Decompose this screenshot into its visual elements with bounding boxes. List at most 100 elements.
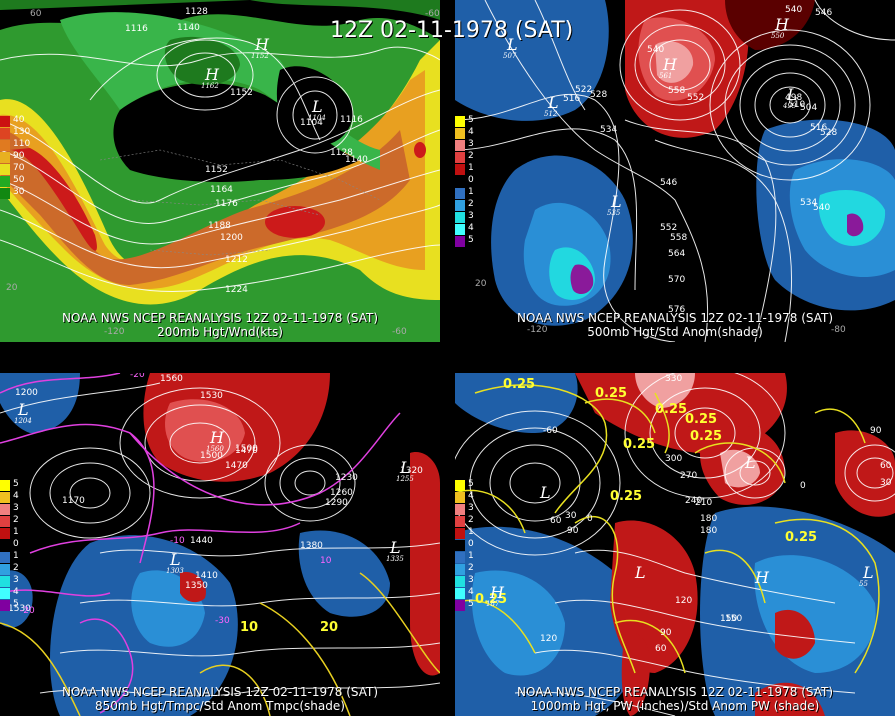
contour-label: 516 (810, 123, 827, 133)
legend-label: 3 (13, 503, 19, 513)
legend-label: 4 (13, 491, 19, 501)
contour-label: 1116 (340, 115, 363, 125)
legend-label: 2 (468, 199, 474, 209)
legend-label: 70 (13, 163, 25, 173)
legend-swatch: 4 (0, 587, 19, 599)
legend-swatch: 0 (455, 539, 474, 551)
center-value: 187 (486, 600, 500, 608)
contour-label: 552 (660, 223, 677, 233)
legend-label: 1 (468, 163, 474, 173)
legend-swatch: 3 (455, 575, 474, 587)
legend-swatch: 5 (455, 115, 474, 127)
contour-label: 1140 (177, 23, 200, 33)
legend-label: 50 (13, 175, 25, 185)
lon-label: -120 (104, 327, 125, 337)
isotherm-label: 20 (320, 620, 338, 635)
contour-label: 60 (550, 516, 562, 526)
contour-label: 1500 (235, 444, 258, 454)
center-value: 499 (782, 102, 797, 110)
pw-label: 0.25 (475, 592, 507, 607)
panel-850mb: 1200 1560 1530 1500 1470 1440 1410 1380 1350 1320… (0, 373, 440, 716)
legend-label: 110 (13, 139, 31, 149)
center-low-letter: L (311, 97, 323, 116)
legend-label: 5 (13, 479, 19, 489)
contour-label: 0 (800, 481, 806, 491)
legend-label: 4 (13, 587, 19, 597)
pw-label: 0.25 (595, 386, 627, 401)
legend-500mb: 5 4 3 2 1 0 1 2 3 4 5 (455, 115, 474, 248)
legend-swatch: 4 (455, 223, 474, 235)
legend-label: 3 (13, 575, 19, 585)
legend-swatch: 4 (455, 491, 474, 503)
contour-label: 1188 (208, 221, 231, 231)
temp-label: -30 (215, 616, 230, 626)
center-value: 1560 (206, 445, 224, 453)
panel-200mb: 1128 1116 1140 1152 1104 1116 1128 1140 1152 1164… (0, 0, 440, 342)
legend-label: 0 (468, 539, 474, 549)
pw-label: 0.25 (785, 530, 817, 545)
legend-label: 2 (468, 151, 474, 161)
main-title: 12Z 02-11-1978 (SAT) (330, 18, 574, 43)
center-low-letter: L (17, 400, 29, 419)
contour-label: 60 (655, 644, 667, 654)
contour-label: 0 (587, 514, 593, 524)
legend-label: 4 (468, 491, 474, 501)
legend-swatch: 0 (455, 175, 474, 187)
contour-label: 150 (720, 614, 737, 624)
legend-swatch: 1 (0, 527, 19, 539)
lon-label: -60 (425, 9, 440, 19)
contour-label: 540 (785, 5, 802, 15)
legend-swatch: 4 (455, 127, 474, 139)
contour-label: 1116 (125, 24, 148, 34)
center-value: 1255 (396, 475, 414, 483)
contour-label: 564 (668, 249, 685, 259)
legend-1000mb: 5 4 3 2 1 0 1 2 3 4 5 (455, 479, 474, 612)
legend-swatch: 1 (455, 527, 474, 539)
center-low-letter: L (399, 458, 411, 477)
legend-label: 30 (13, 187, 25, 197)
contour-label: 1410 (195, 571, 218, 581)
contour-label: 90 (870, 426, 882, 436)
pw-label: 0.25 (503, 377, 535, 392)
legend-swatch: 3 (0, 575, 19, 587)
legend-label: 2 (468, 563, 474, 573)
center-high-letter: H (754, 568, 770, 587)
legend-swatch: 30 (0, 187, 24, 199)
contour-label: 540 (813, 203, 830, 213)
lon-label: -60 (392, 327, 407, 337)
contour-label: 1176 (215, 199, 238, 209)
pw-label: 0.25 (655, 402, 687, 417)
center-value: 561 (659, 72, 672, 80)
contour-label: 534 (800, 198, 817, 208)
legend-label: 1 (468, 551, 474, 561)
legend-label: 130 (13, 127, 31, 137)
contour-label: 504 (800, 103, 817, 113)
contour-label: -60 (543, 426, 558, 436)
legend-swatch: 50 (0, 175, 24, 187)
lon-label: 20 (475, 279, 487, 289)
contour-label: 1260 (330, 488, 353, 498)
legend-label: 5 (13, 599, 19, 609)
legend-label: 4 (468, 127, 474, 137)
center-high-letter: H (254, 35, 270, 54)
lon-label: 20 (6, 283, 18, 293)
caption-reanalysis: NOAA NWS NCEP REANALYSIS 12Z 02-11-1978 … (61, 311, 379, 325)
contour-label: 300 (665, 454, 682, 464)
contour-label: 1164 (210, 185, 233, 195)
contour-label: 1170 (62, 496, 85, 506)
center-value: 1204 (14, 417, 32, 425)
legend-swatch: 4 (455, 587, 474, 599)
contour-label: 1530 (200, 391, 223, 401)
center-low-letter: L (862, 563, 874, 582)
temp-label: -20 (130, 373, 145, 380)
contour-label: 90 (660, 628, 672, 638)
contour-label: 546 (660, 178, 677, 188)
contour-label: 1560 (160, 374, 183, 384)
legend-label: 2 (13, 515, 19, 525)
legend-swatch: 2 (0, 563, 19, 575)
legend-label: 1 (468, 527, 474, 537)
center-low-letter: L (744, 453, 756, 472)
legend-label: 1 (13, 527, 19, 537)
